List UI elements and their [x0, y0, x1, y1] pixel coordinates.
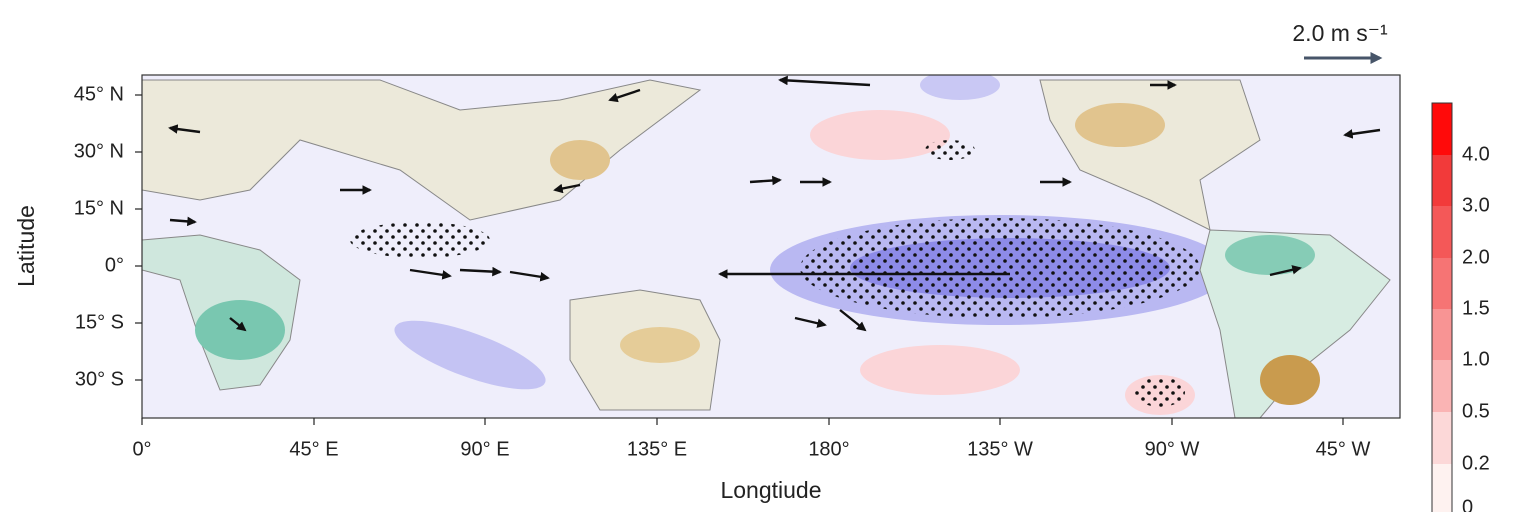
- y-tick-label: 30° N: [74, 140, 124, 162]
- colorbar-label: 1.5: [1462, 297, 1490, 319]
- colorbar-label: 4.0: [1462, 143, 1490, 165]
- y-axis: 45° N 30° N 15° N 0° 15° S 30° S Latitud…: [13, 83, 142, 390]
- colorbar-label: 1.0: [1462, 348, 1490, 370]
- x-tick-label: 90° E: [460, 438, 509, 460]
- wind-vectors: [168, 75, 1381, 332]
- y-tick-label: 15° N: [74, 197, 124, 219]
- colorbar-label: 0.2: [1462, 452, 1490, 474]
- colorbar-label: 0.5: [1462, 400, 1490, 422]
- colorbar-label: 0: [1462, 496, 1473, 512]
- x-tick-label: 180°: [808, 438, 849, 460]
- y-tick-label: 45° N: [74, 83, 124, 105]
- x-axis-label: Longtiude: [720, 477, 821, 503]
- map-field: [142, 75, 1400, 418]
- y-tick-label: 15° S: [75, 311, 124, 333]
- x-tick-label: 45° W: [1316, 438, 1371, 460]
- colorbar: 4.0 3.0 2.0 1.5 1.0 0.5 0.2 0: [1431, 102, 1490, 512]
- y-tick-label: 30° S: [75, 368, 124, 390]
- x-tick-label: 135° E: [627, 438, 687, 460]
- y-tick-label: 0°: [105, 254, 124, 276]
- y-axis-label: Latitude: [13, 205, 39, 287]
- x-tick-label: 0°: [132, 438, 151, 460]
- x-tick-label: 135° W: [967, 438, 1033, 460]
- x-tick-label: 45° E: [289, 438, 338, 460]
- colorbar-label: 3.0: [1462, 194, 1490, 216]
- map-frame: [141, 74, 1401, 419]
- colorbar-label: 2.0: [1462, 246, 1490, 268]
- x-tick-label: 90° W: [1145, 438, 1200, 460]
- reference-vector-label: 2.0 m s⁻¹: [1292, 20, 1388, 46]
- x-axis: 0° 45° E 90° E 135° E 180° 135° W 90° W …: [132, 418, 1370, 503]
